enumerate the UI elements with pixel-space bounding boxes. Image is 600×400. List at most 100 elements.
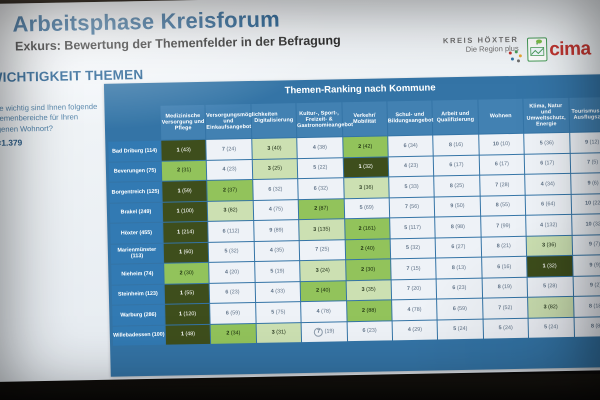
rank-value: 5 [453, 326, 457, 333]
rank-count: (31) [276, 329, 286, 336]
rank-count: (29) [412, 326, 423, 334]
rank-cell: 9 (9) [572, 255, 600, 276]
rank-cell: 10 (32) [571, 214, 600, 235]
rank-value: 7 [314, 327, 324, 337]
rank-value: 6 [225, 310, 229, 317]
rank-count: (34) [545, 180, 555, 188]
rank-value: 9 [587, 180, 591, 187]
rank-value: 8 [497, 284, 501, 291]
row-header-municipality: Borgentreich (125) [109, 181, 162, 203]
rank-cell: 8 (21) [481, 236, 527, 257]
rank-value: 5 [543, 324, 548, 331]
rank-cell: 9 (6) [570, 173, 600, 194]
cima-wordmark: cima [548, 38, 591, 61]
rank-value: 5 [224, 248, 228, 255]
rank-value: 1 [180, 331, 185, 338]
rank-value: 1 [177, 188, 181, 195]
rank-value: 6 [497, 263, 501, 270]
sidebar-sample-size: n=1.379 [0, 137, 23, 148]
rank-count: (2) [594, 282, 600, 289]
rank-cell: 4 (33) [255, 281, 301, 302]
rank-value: 6 [362, 327, 366, 335]
rank-cell: 4 (34) [525, 173, 571, 195]
rank-count: (32) [592, 220, 600, 228]
rank-value: 4 [268, 206, 272, 213]
rank-cell: 10 (22) [571, 193, 600, 214]
rank-cell: 8 (98) [435, 216, 481, 237]
rank-value: 7 [406, 265, 410, 272]
rank-count: (36) [546, 242, 557, 249]
rank-value: 4 [407, 327, 411, 334]
rank-value: 4 [540, 222, 544, 229]
rank-count: (22) [592, 200, 600, 207]
rank-count: (38) [317, 144, 327, 151]
rank-cell: 4 (20) [209, 261, 255, 283]
rank-count: (25) [319, 246, 330, 253]
rank-count: (27) [455, 244, 466, 251]
rank-count: (24) [320, 267, 330, 274]
rank-count: (34) [230, 330, 241, 337]
rank-value: 3 [361, 287, 365, 294]
rank-count: (7) [593, 241, 600, 248]
rank-cell: 4 (29) [392, 319, 438, 341]
ranking-table-panel: Themen-Ranking nach Kommune Medizinische… [103, 73, 600, 377]
rank-value: 6 [449, 162, 453, 169]
rank-count: (32) [547, 262, 557, 269]
rank-cell: 1 (32) [527, 255, 573, 277]
rank-value: 2 [360, 246, 364, 253]
rank-value: 8 [496, 243, 500, 250]
rank-count: (89) [273, 227, 284, 234]
rank-cell: 5 (22) [297, 157, 343, 179]
rank-cell: 8 (25) [434, 175, 480, 196]
rank-value: 4 [222, 166, 226, 173]
rank-cell: 5 (32) [390, 237, 436, 259]
rank-count: (6) [592, 179, 599, 187]
rank-value: 4 [403, 163, 408, 170]
rank-value: 1 [176, 229, 181, 236]
rank-cell: 6 (23) [210, 282, 255, 303]
rank-value: 3 [267, 165, 271, 172]
rank-count: (23) [456, 285, 467, 292]
rank-value: 2 [358, 143, 362, 150]
table-body: Bad Driburg (114) 1 (43) 7 (24) 3 (40) 4 (38… [108, 132, 600, 346]
rank-count: (16) [453, 141, 464, 148]
rank-cell: 5 (24) [437, 319, 483, 340]
rank-value: 6 [452, 285, 456, 292]
rank-cell: 5 (117) [390, 217, 435, 238]
rank-cell: 7 (56) [389, 197, 435, 218]
rank-value: 6 [222, 228, 226, 235]
rank-value: 8 [449, 182, 453, 189]
rank-value: 9 [269, 227, 273, 234]
rank-value: 9 [589, 262, 593, 269]
rank-count: (75) [273, 206, 284, 213]
rank-count: (35) [274, 247, 284, 254]
rank-cell: 3 (135) [299, 219, 345, 240]
rank-cell: 4 (75) [253, 199, 299, 220]
rank-count: (17) [499, 161, 509, 168]
rank-count: (30) [365, 266, 376, 273]
rank-cell: 3 (36) [343, 177, 389, 198]
rank-cell: 8 (55) [480, 195, 526, 216]
column-header-6: Schul- und Bildungsangebot [387, 100, 433, 136]
rank-cell: 6 (32) [298, 178, 344, 199]
rank-value: 2 [316, 287, 320, 294]
rank-cell: 5 (24) [483, 318, 529, 339]
rank-value: 7 [404, 204, 409, 211]
rank-count: (25) [272, 165, 283, 172]
rank-count: (23) [408, 162, 419, 170]
rank-cell: 4 (78) [301, 301, 347, 322]
rank-count: (8) [595, 323, 600, 330]
rank-value: 7 [315, 246, 319, 253]
rank-cell: 7 (5) [570, 152, 600, 173]
rank-cell: 2 (34) [210, 323, 256, 344]
rank-value: 2 [361, 307, 366, 314]
rank-cell: 4 (35) [254, 240, 300, 261]
rank-cell: 3 (40) [252, 138, 297, 159]
kreis-dots-icon [508, 50, 522, 63]
rank-count: (28) [499, 181, 510, 188]
rank-count: (64) [545, 201, 556, 208]
row-header-municipality: Brakel (249) [109, 202, 163, 223]
rank-value: 9 [450, 203, 454, 210]
rank-value: 5 [543, 283, 547, 290]
rank-cell: 5 (69) [344, 197, 390, 219]
